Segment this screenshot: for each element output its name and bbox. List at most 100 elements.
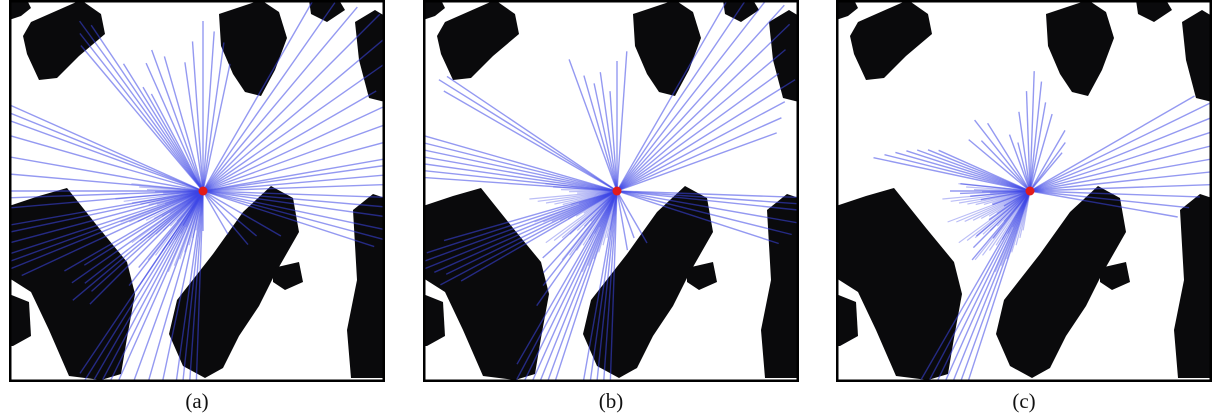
fan-ray-15 [1003,190,1031,222]
obstacle-4 [1136,0,1172,22]
ray-54 [616,117,782,192]
ray-21 [523,190,618,382]
ray-16 [21,190,204,277]
ray-69 [202,183,385,192]
fan-ray-30 [983,190,1031,205]
fan-ray-17 [989,190,1031,231]
ray-3 [9,103,204,192]
caption-a: (a) [185,389,209,413]
ray-36 [188,190,204,382]
ray-18 [936,190,1031,382]
ray-17 [927,190,1031,382]
ray-24 [128,190,204,287]
ray-29 [1018,111,1031,192]
ray-49 [968,139,1031,192]
ray-7 [424,135,618,192]
fan-ray-20 [139,190,204,241]
panel-b: (b) [423,0,799,420]
fan-ray-9 [594,190,618,234]
ray-23 [539,190,618,382]
fan-ray-36 [577,190,618,194]
obstacle-1 [9,0,31,20]
fan-ray-15 [176,190,204,222]
ray-24 [546,190,618,382]
fan-ray-22 [169,190,204,214]
fan-ray-5 [1006,190,1031,260]
ray-58 [202,6,358,192]
ray-50 [980,140,1031,192]
ray-2 [884,154,1031,192]
fan-ray-28 [947,190,1031,223]
fan-ray-39 [966,186,1031,192]
ray-41 [1029,131,1212,192]
fan-ray-29 [991,190,1031,205]
ray-31 [1029,71,1035,192]
fan-ray-22 [996,190,1031,214]
fan-ray-1 [609,190,618,231]
ray-75 [202,190,375,248]
fan-ray-23 [575,190,618,217]
fan-ray-39 [553,186,618,192]
fan-ray-37 [981,190,1031,193]
ray-43 [1029,158,1212,192]
ray-47 [616,0,768,192]
ray-11 [960,183,1031,192]
ray-14 [9,190,204,263]
ray-2 [423,169,618,192]
ray-53 [616,101,786,192]
ray-19 [516,190,618,365]
ray-1 [9,119,204,192]
ray-44 [122,63,204,192]
ray-29 [602,190,618,382]
fan-ray-14 [561,190,618,261]
fan-ray-12 [162,190,204,251]
ray-10 [9,190,204,226]
ray-56 [202,0,314,192]
fan-ray-21 [131,190,204,244]
fan-ray-16 [169,190,204,227]
robot-marker [198,186,208,196]
obstacle-5 [769,10,799,102]
fan-ray-20 [966,190,1031,241]
ray-39 [583,75,618,192]
fan-ray-36 [163,190,204,194]
ray-35 [182,190,204,382]
ray-6 [423,141,618,192]
fan-ray-7 [581,190,618,273]
fan-ray-25 [972,190,1031,221]
ray-40 [80,45,204,192]
ray-35 [616,190,648,244]
ray-44 [1029,171,1212,192]
fan-ray-21 [545,190,618,244]
ray-55 [616,132,777,192]
ray-57 [202,2,336,192]
obstacle-3 [1046,0,1114,96]
fan-ray-9 [180,190,204,234]
obstacle-5 [355,10,385,102]
fan-ray-14 [147,190,204,261]
ray-38 [568,59,618,192]
ray-1 [423,176,618,192]
fan-ray-33 [131,190,204,204]
ray-38 [1029,95,1195,192]
ray-36 [616,190,635,239]
ray-61 [202,62,385,192]
fan-ray-24 [153,190,204,220]
fan-ray-2 [192,190,204,239]
fan-ray-32 [967,190,1031,205]
ray-28 [100,190,204,382]
ray-18 [83,190,204,266]
panel-c: (c) [836,0,1212,420]
fan-ray-35 [942,190,1031,200]
ray-8 [443,90,618,192]
ray-34 [1029,113,1053,192]
fan-ray-34 [537,190,618,202]
ray-46 [150,93,204,192]
ray-73 [202,190,385,231]
fan-ray-12 [989,190,1031,251]
ray-57 [616,190,799,205]
ray-61 [616,190,779,245]
obstacle-2 [23,0,105,80]
fan-ray-33 [545,190,618,204]
ray-43 [90,24,204,192]
